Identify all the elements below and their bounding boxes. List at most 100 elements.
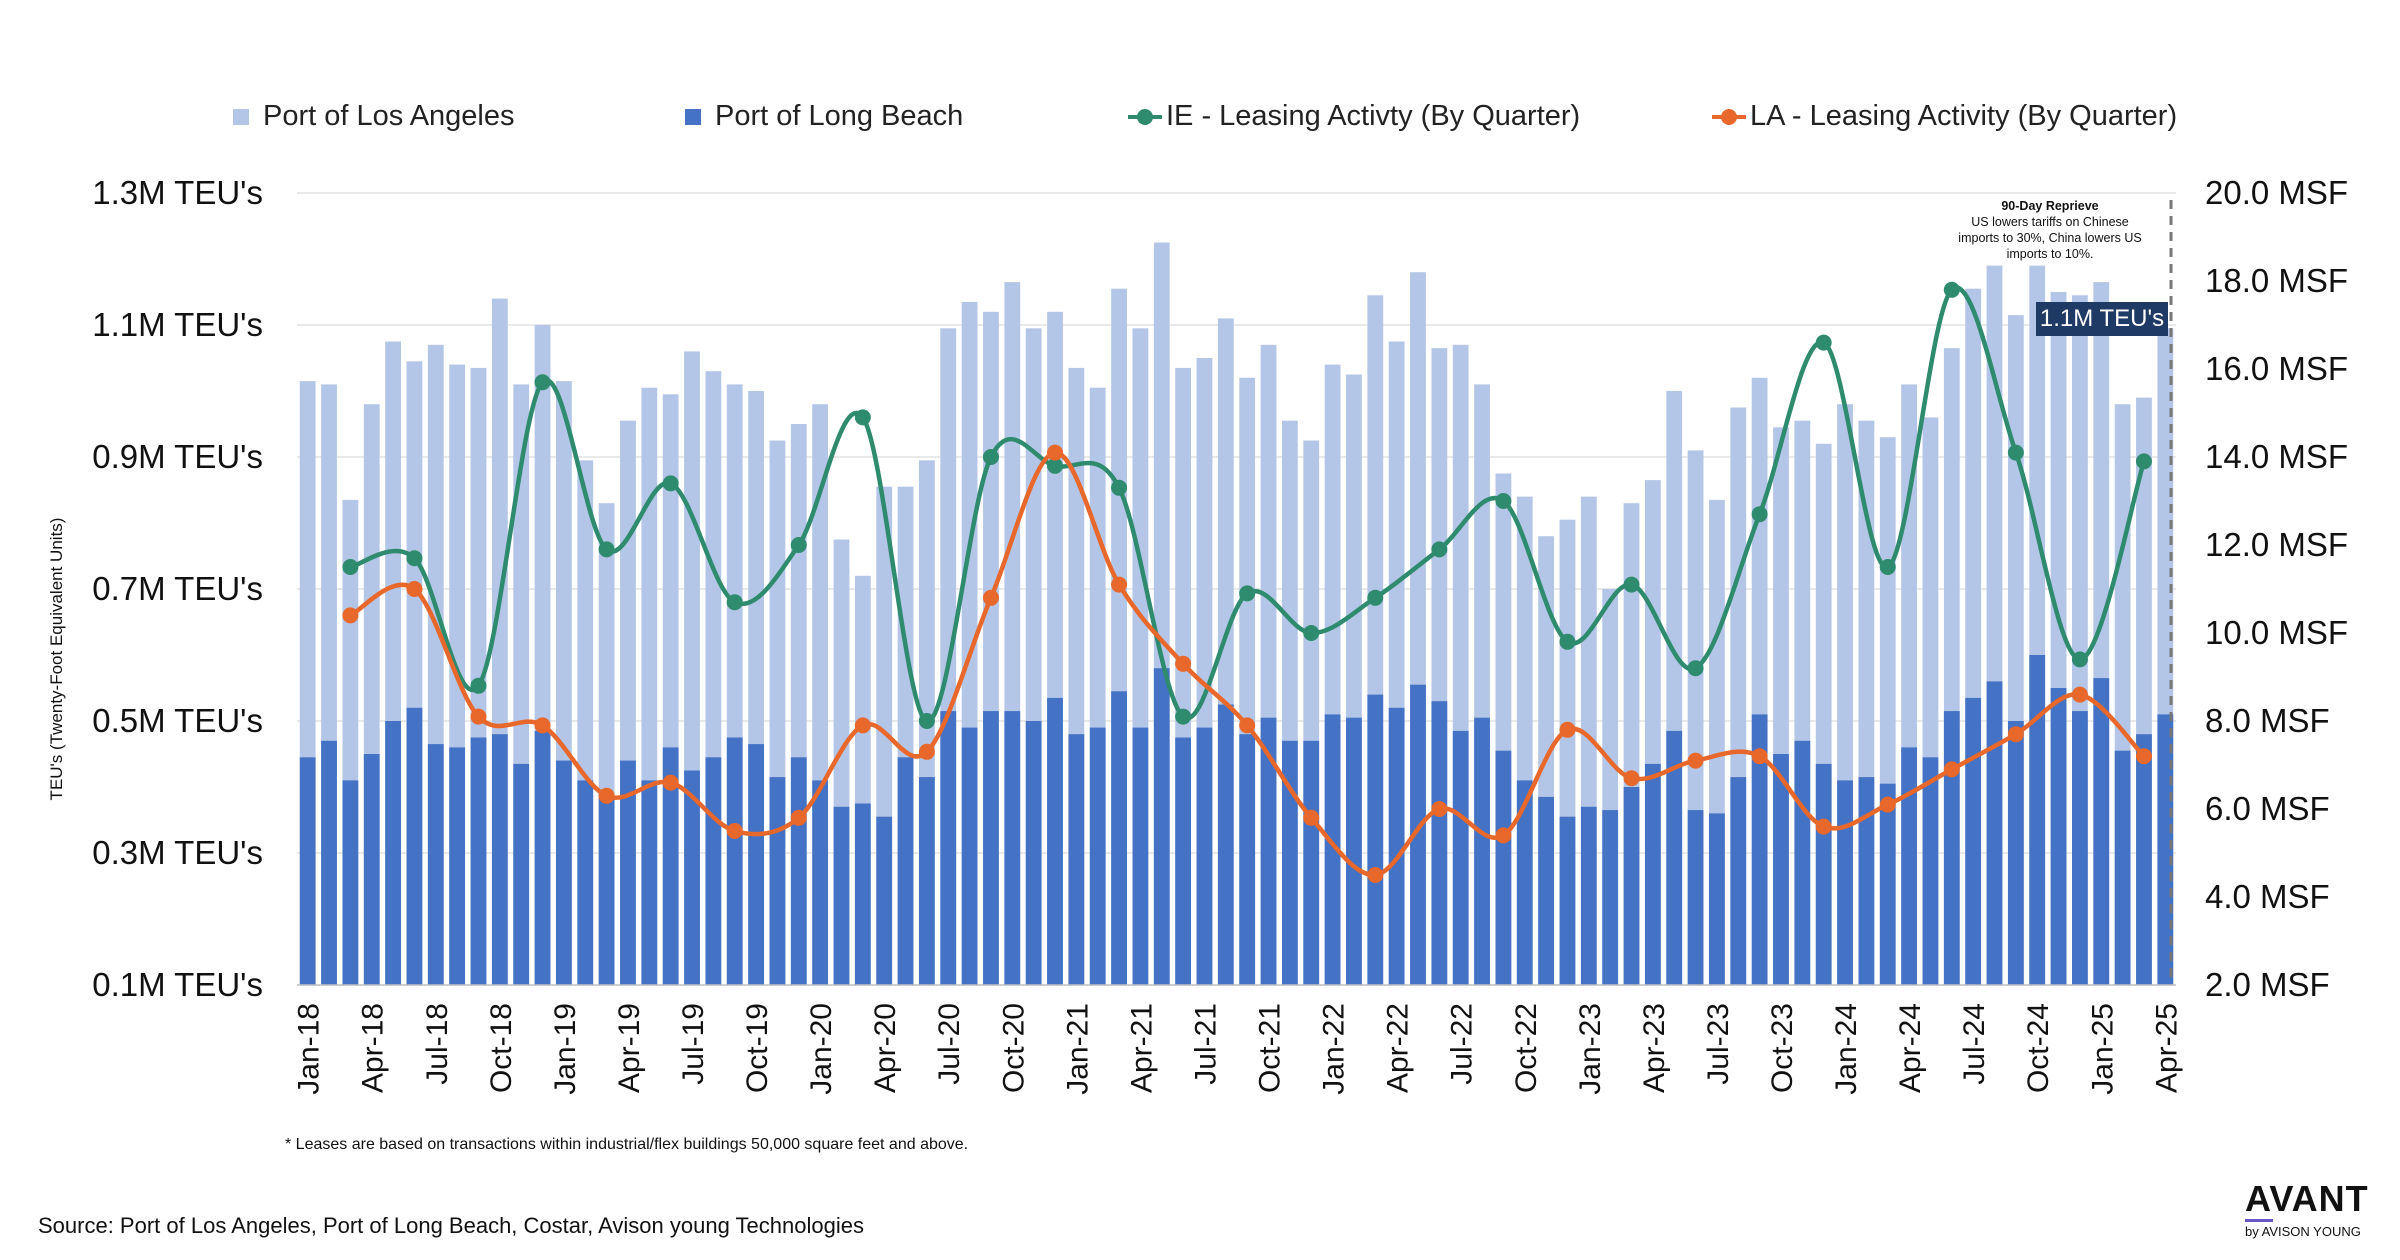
la-leasing-point <box>1431 801 1448 817</box>
legend-la-leasing-label: LA - Leasing Activity (By Quarter) <box>1750 100 2178 132</box>
bar-port-lb <box>1452 730 1469 985</box>
la-leasing-point <box>918 743 935 760</box>
bar-port-lb <box>2136 734 2152 985</box>
y2-tick-label: 12.0 MSF <box>2205 526 2348 563</box>
y2-tick-label: 16.0 MSF <box>2205 350 2348 387</box>
y-tick-label: 1.3M TEU's <box>92 174 263 211</box>
axes: 1.3M TEU's 1.1M TEU's 0.9M TEU's 0.7M TEU's… <box>47 174 2348 1095</box>
bar-port-lb <box>2029 655 2046 985</box>
ie-leasing-point <box>1111 479 1128 496</box>
bar-port-lb <box>1410 684 1426 985</box>
bar-port-lb <box>726 737 743 985</box>
la-leasing-point <box>2135 748 2152 765</box>
x-tick-label: Jul-19 <box>677 1003 710 1085</box>
x-tick-label: Apr-24 <box>1894 1003 1927 1093</box>
bar-port-lb <box>2007 721 2024 985</box>
ie-leasing-point <box>1559 633 1576 650</box>
bar-port-lb <box>1815 763 1832 985</box>
x-tick-label: Jul-22 <box>1446 1003 1479 1085</box>
la-leasing-point <box>1047 444 1064 461</box>
ie-leasing-point <box>1239 585 1256 602</box>
legend-ie-leasing[interactable]: IE - Leasing Activty (By Quarter) <box>1128 100 1580 133</box>
bar-port-lb <box>1580 806 1597 985</box>
annotation-line-3: imports to 10%. <box>2006 247 2094 261</box>
annotation-line-2: imports to 30%, China lowers US <box>1958 231 2142 245</box>
x-tick-label: Apr-25 <box>2150 1003 2183 1093</box>
teu-badge: 1.1M TEU's <box>2036 302 2168 336</box>
logo-sub: by AVISON YOUNG <box>2245 1224 2361 1239</box>
la-leasing-point <box>1751 748 1768 765</box>
y2-tick-label: 20.0 MSF <box>2205 174 2348 211</box>
la-leasing-point <box>1943 761 1960 778</box>
legend-la-leasing-swatch <box>1712 107 1746 127</box>
bar-port-lb <box>427 744 444 985</box>
x-tick-label: Jan-21 <box>1061 1003 1094 1095</box>
x-tick-label: Apr-22 <box>1382 1003 1415 1093</box>
bar-port-lb <box>641 780 658 985</box>
bar-port-lb <box>854 803 871 985</box>
bar-port-lb <box>299 757 316 985</box>
la-leasing-point <box>662 774 679 791</box>
y-tick-label: 1.1M TEU's <box>92 306 263 343</box>
bar-port-lb <box>1111 691 1127 985</box>
bar-port-lb <box>2114 750 2131 985</box>
bar-port-lb <box>1132 727 1149 985</box>
bar-port-lb <box>833 806 850 985</box>
bar-port-lb <box>1089 727 1106 985</box>
y2-tick-label: 14.0 MSF <box>2205 438 2348 475</box>
la-leasing-point <box>1367 867 1384 883</box>
la-leasing-point <box>598 787 615 804</box>
legend-ie-leasing-swatch <box>1128 107 1162 127</box>
la-leasing-point <box>1175 655 1192 672</box>
bar-port-lb <box>577 780 594 985</box>
ie-leasing-point <box>982 449 999 465</box>
la-leasing-point <box>1815 818 1832 835</box>
bar-port-lb <box>662 747 679 985</box>
la-leasing-point <box>1559 721 1576 738</box>
x-tick-label: Oct-22 <box>1510 1003 1543 1093</box>
la-leasing-point <box>1303 809 1320 826</box>
bar-port-lb <box>1217 704 1234 985</box>
bar-port-lb <box>1943 711 1960 985</box>
bar-port-lb <box>556 760 572 985</box>
ie-leasing-point <box>2007 444 2024 461</box>
ie-leasing-point <box>662 475 679 492</box>
bar-port-lb <box>1858 777 1875 985</box>
ie-leasing-point <box>470 677 487 694</box>
bar-port-lb <box>1751 714 1768 985</box>
ie-leasing-point <box>1495 493 1512 509</box>
bar-port-lb <box>1324 714 1341 985</box>
x-tick-label: Jan-19 <box>549 1003 582 1095</box>
y-tick-label: 0.3M TEU's <box>92 834 263 871</box>
x-tick-label: Oct-21 <box>1254 1003 1287 1093</box>
bar-port-lb <box>1794 740 1811 985</box>
bar-port-lb <box>748 744 764 985</box>
bar-port-lb <box>1986 681 2003 985</box>
ie-leasing-point <box>1943 281 1960 298</box>
x-tick-label: Apr-21 <box>1125 1003 1158 1093</box>
bar-port-lb <box>1025 721 1042 985</box>
la-leasing-point <box>342 607 359 624</box>
la-leasing-point <box>2071 686 2088 703</box>
ie-leasing-point <box>1367 589 1384 606</box>
bar-port-lb <box>1474 717 1490 985</box>
x-tick-label: Jul-24 <box>1958 1003 1991 1085</box>
y-tick-label: 0.1M TEU's <box>92 966 263 1003</box>
legend-la-leasing[interactable]: LA - Leasing Activity (By Quarter) <box>1712 100 2177 133</box>
x-tick-label: Oct-20 <box>997 1003 1030 1093</box>
bar-port-lb <box>1047 697 1063 985</box>
bar-port-lb <box>449 747 466 985</box>
la-leasing-point <box>1239 717 1256 734</box>
ie-leasing-point <box>406 550 423 567</box>
legend-port-lb[interactable]: Port of Long Beach <box>685 100 963 133</box>
bar-port-lb <box>1367 694 1384 985</box>
x-tick-label: Apr-18 <box>357 1003 390 1093</box>
legend-port-la[interactable]: Port of Los Angeles <box>233 100 515 133</box>
x-tick-label: Apr-20 <box>869 1003 902 1093</box>
bar-port-lb <box>1901 747 1917 985</box>
avant-logo: AVANT by AVISON YOUNG <box>2245 1181 2385 1239</box>
bar-port-lb <box>1346 717 1362 985</box>
y-tick-label: 0.5M TEU's <box>92 702 263 739</box>
ie-leasing-point <box>1431 541 1448 558</box>
